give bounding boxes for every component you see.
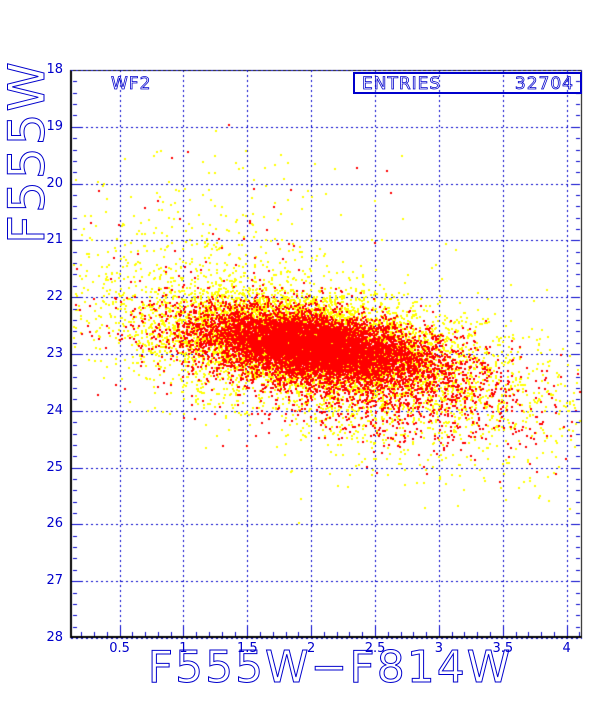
y-tick-label: 18 [46, 62, 63, 77]
x-tick-label: 1 [179, 641, 188, 656]
x-tick-label: 2.5 [364, 641, 386, 656]
y-tick-label: 22 [46, 289, 63, 305]
y-tick-label: 24 [46, 402, 63, 418]
x-tick-label: 3.5 [492, 641, 514, 656]
y-tick-label: 21 [46, 232, 63, 248]
y-tick-label: 20 [46, 175, 63, 191]
y-tick-label: 27 [46, 573, 63, 589]
x-tick-label: 3 [434, 641, 444, 656]
y-tick-label: 19 [46, 118, 63, 134]
y-tick-label: 25 [46, 459, 63, 475]
x-tick-label: 1.5 [236, 641, 258, 656]
y-tick-label: 28 [46, 630, 63, 645]
x-tick-label: 2 [307, 641, 316, 656]
y-tick-label: 26 [46, 516, 63, 532]
y-tick-label: 23 [46, 346, 63, 361]
x-tick-label: 4 [562, 641, 571, 656]
x-tick-label: 0.5 [109, 641, 130, 656]
